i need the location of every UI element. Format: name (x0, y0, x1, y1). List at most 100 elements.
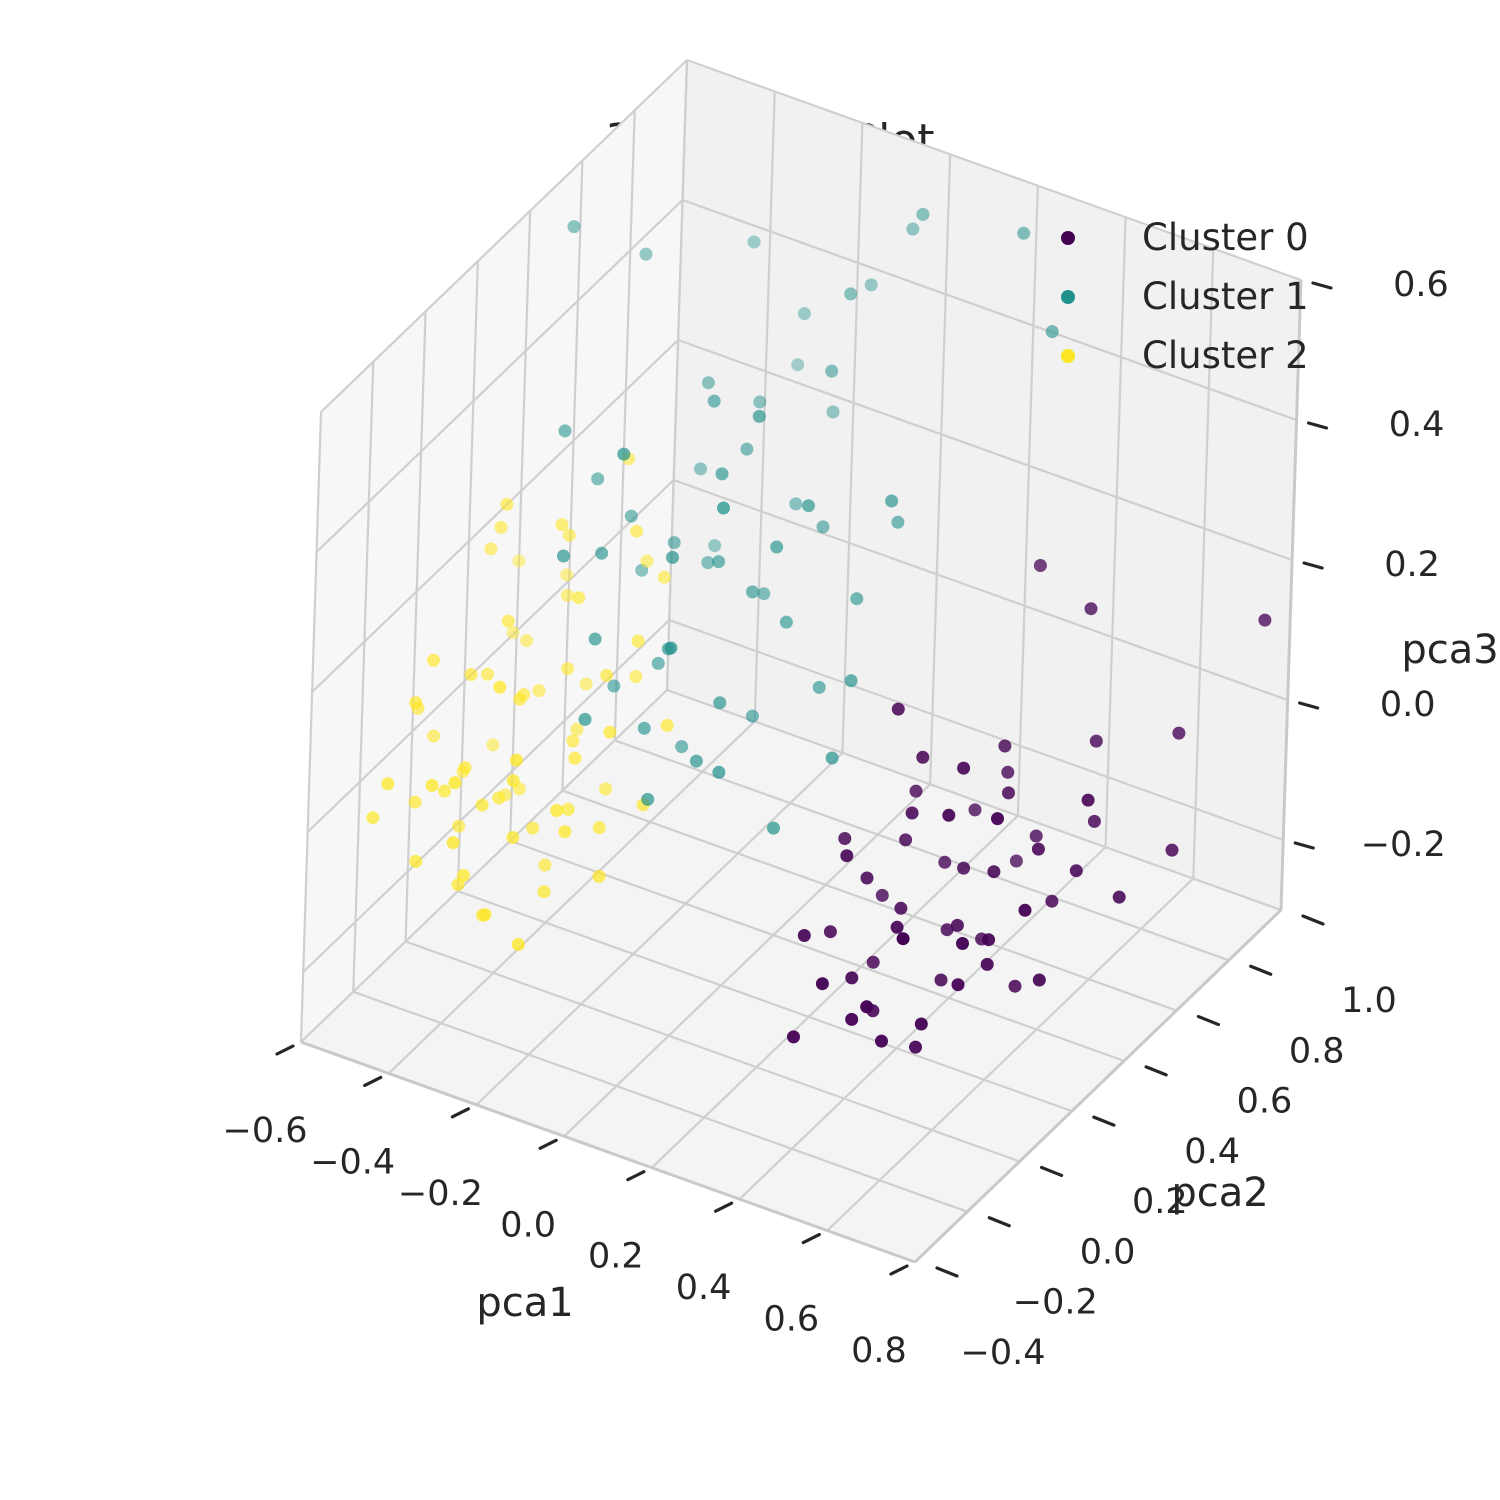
data-point (555, 518, 569, 532)
data-point (513, 692, 527, 706)
floor-grid-x (300, 689, 668, 1043)
data-point (823, 925, 837, 939)
data-point (1172, 726, 1186, 740)
data-point (550, 804, 564, 817)
data-point (890, 920, 904, 934)
left-grid-y (561, 160, 584, 791)
data-point (591, 472, 605, 486)
left-grid-z (306, 479, 675, 833)
data-point (592, 869, 606, 883)
legend-marker (1061, 231, 1075, 245)
z-tick-mark (1302, 561, 1324, 570)
data-point (826, 405, 840, 419)
data-point (844, 674, 858, 688)
data-point (562, 528, 576, 542)
data-point (938, 855, 952, 869)
data-point (891, 702, 905, 716)
data-point (752, 409, 766, 423)
data-point (844, 287, 858, 301)
data-point (651, 656, 665, 670)
data-point (982, 933, 996, 947)
left-grid-z (315, 199, 684, 553)
data-point (640, 554, 654, 568)
y-tick-label: −0.2 (1013, 1283, 1098, 1323)
data-point (607, 679, 621, 693)
data-point (526, 821, 540, 835)
data-point (511, 938, 525, 951)
data-point (909, 1040, 922, 1054)
data-point (624, 509, 638, 523)
data-point (1001, 765, 1015, 779)
y-tick-label: −0.4 (961, 1333, 1046, 1373)
data-point (1018, 903, 1032, 917)
data-point (641, 792, 655, 806)
data-point (512, 554, 526, 568)
data-point (767, 821, 780, 835)
z-tick-mark (1293, 841, 1315, 850)
data-point (956, 937, 969, 950)
data-point (891, 515, 905, 529)
data-point (484, 542, 498, 556)
data-point (557, 549, 570, 563)
data-point (675, 740, 689, 754)
data-point (797, 307, 811, 321)
data-point (942, 808, 956, 822)
left-grid-y (613, 110, 636, 741)
z-tick-mark (1306, 421, 1329, 430)
z-axis-label: pca3 (1401, 627, 1498, 673)
data-point (712, 765, 726, 779)
data-point (448, 776, 462, 790)
data-point (538, 858, 552, 872)
data-point (825, 751, 839, 765)
data-point (840, 849, 854, 863)
data-point (899, 833, 913, 847)
data-point (631, 634, 645, 648)
data-point (438, 784, 452, 798)
floor-grid-y (352, 990, 968, 1213)
left-grid-y (404, 311, 427, 942)
legend-label: Cluster 1 (1142, 275, 1309, 318)
floor-grid-x (651, 814, 1019, 1169)
data-point (885, 494, 899, 508)
data-point (637, 721, 651, 735)
data-point (1045, 894, 1059, 908)
y-tick-label: 0.4 (1184, 1132, 1240, 1172)
data-point (896, 932, 910, 946)
data-point (568, 751, 582, 765)
x-tick-label: 0.4 (676, 1268, 732, 1308)
data-point (980, 957, 994, 971)
x-tick-mark (538, 1138, 558, 1150)
z-tick-label: −0.2 (1361, 825, 1446, 865)
data-point (1029, 829, 1043, 843)
data-point (987, 865, 1001, 879)
left-grid-z (311, 339, 679, 693)
data-point (408, 795, 422, 809)
data-point (914, 1017, 928, 1031)
back-grid-z (668, 618, 1284, 842)
legend-label: Cluster 0 (1142, 216, 1309, 259)
y-tick-mark (1196, 1014, 1221, 1027)
data-point (481, 667, 495, 681)
back-grid-x (753, 91, 776, 722)
x-axis-label: pca1 (476, 1280, 573, 1326)
data-point (600, 668, 614, 682)
data-point (1002, 786, 1015, 800)
x-tick-label: −0.6 (223, 1111, 308, 1151)
data-point (666, 550, 679, 564)
back-grid-z (677, 338, 1293, 562)
data-point (717, 501, 730, 515)
legend-marker (1061, 290, 1075, 304)
data-point (366, 811, 380, 825)
data-point (712, 555, 726, 569)
x-tick-label: 0.0 (500, 1205, 556, 1245)
data-point (409, 696, 423, 710)
data-point (629, 670, 643, 684)
data-point (894, 901, 908, 915)
data-point (875, 1034, 888, 1048)
data-point (1033, 559, 1047, 572)
data-point (532, 684, 546, 698)
data-point (708, 539, 722, 553)
y-tick-label: 0.2 (1132, 1182, 1188, 1222)
data-point (510, 753, 523, 767)
axis-ticks: −0.6−0.4−0.20.00.20.40.60.8 −0.4−0.20.00.… (223, 265, 1449, 1373)
